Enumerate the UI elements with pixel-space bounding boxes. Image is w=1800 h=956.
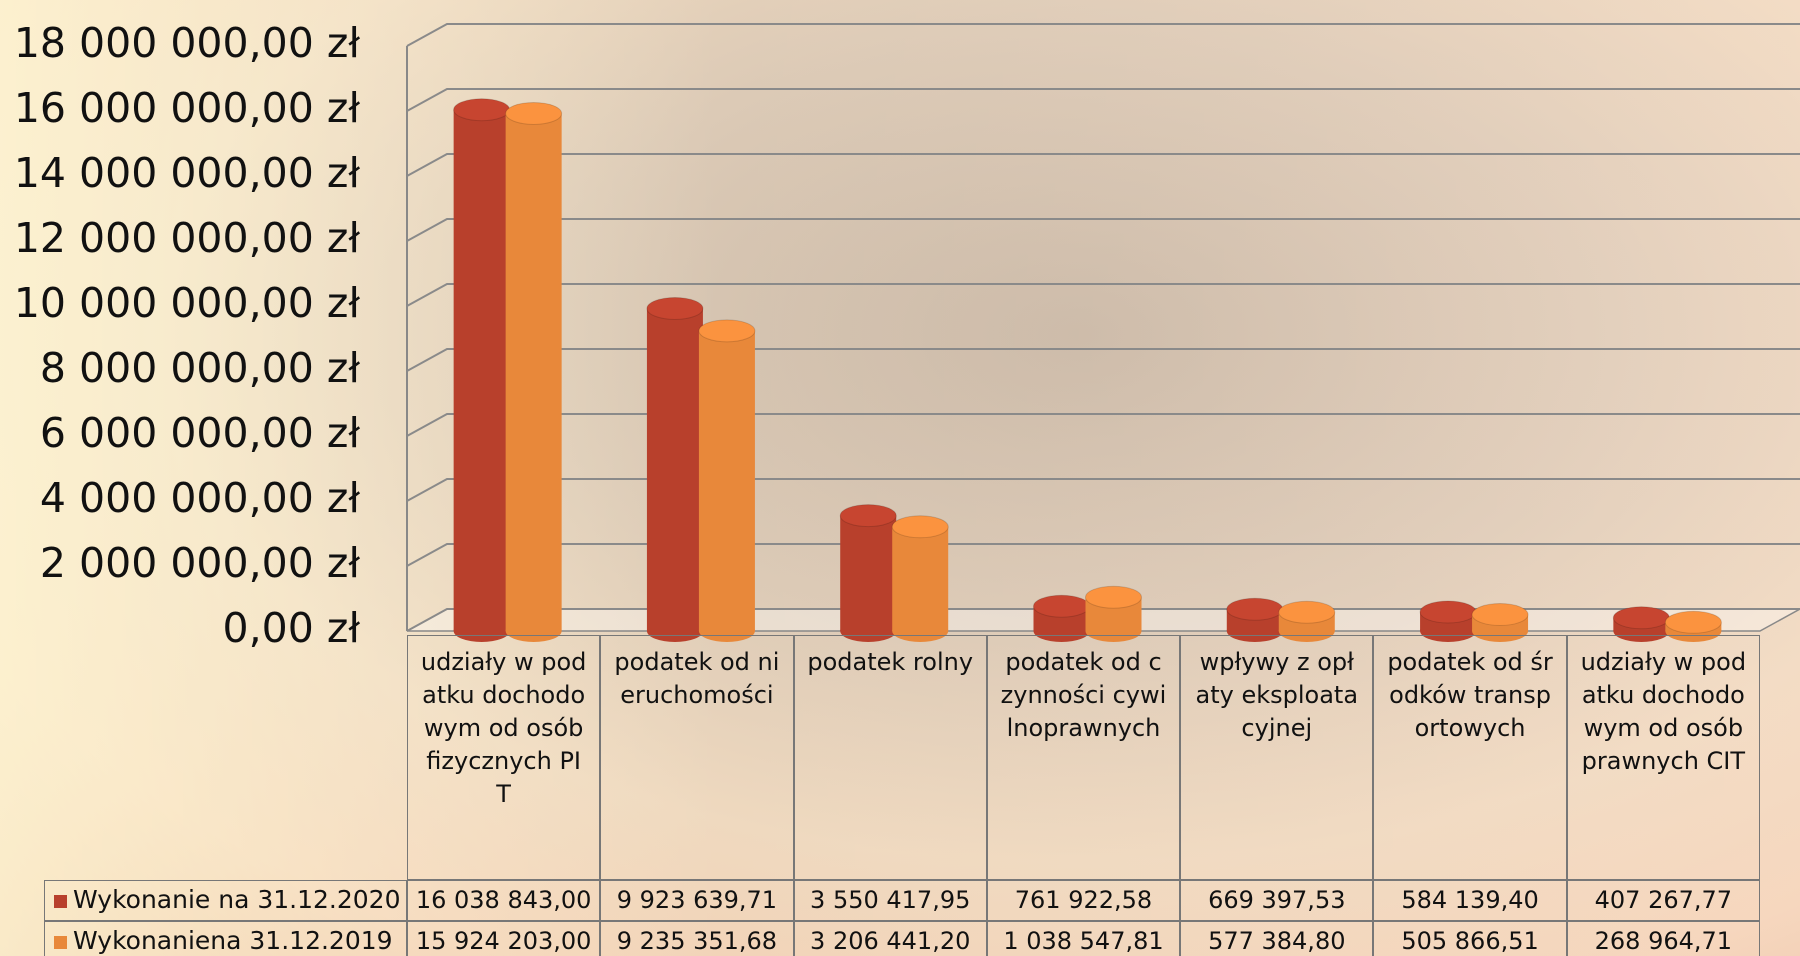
table-value: 505 866,51 [1373,921,1566,956]
table-value: 9 923 639,71 [600,880,793,921]
grid-line [407,284,1800,306]
category-label: wpływy z opłaty eksploatacyjnej [1180,635,1373,880]
bar [647,308,703,631]
table-value: 9 235 351,68 [600,921,793,956]
y-tick-label: 12 000 000,00 zł [14,214,361,262]
y-tick-label: 18 000 000,00 zł [14,19,361,67]
bar-top [454,99,510,121]
bar-top [840,505,896,527]
bar-top [1472,604,1528,626]
grid-line [407,24,1800,46]
table-value: 16 038 843,00 [407,880,600,921]
grid-line [407,89,1800,111]
table-value: 584 139,40 [1373,880,1566,921]
bar-top [647,297,703,319]
bar-top [506,102,562,124]
category-label: podatek od nieruchomości [600,635,793,880]
bar [699,331,755,631]
category-label: podatek od czynności cywilnoprawnych [987,635,1180,880]
bar-top [1279,601,1335,623]
grid-line [407,349,1800,371]
bar-top [892,516,948,538]
category-label: podatek od środków transportowych [1373,635,1566,880]
y-tick-label: 8 000 000,00 zł [40,344,360,392]
table-value: 3 550 417,95 [794,880,987,921]
y-tick-label: 16 000 000,00 zł [14,84,361,132]
legend-key [54,936,67,949]
legend-entry: Wykonanie na 31.12.2020 [44,880,407,921]
bar [454,110,510,631]
bar [840,516,896,631]
bar-top [1086,586,1142,608]
table-value: 761 922,58 [987,880,1180,921]
legend-key [54,895,67,908]
y-tick-label: 10 000 000,00 zł [14,279,361,327]
bar [892,527,948,631]
bar-top [1420,601,1476,623]
bar-top [1613,607,1669,629]
y-tick-label: 14 000 000,00 zł [14,149,361,197]
grid-line [407,219,1800,241]
category-label: podatek rolny [794,635,987,880]
grid-line [407,154,1800,176]
table-value: 577 384,80 [1180,921,1373,956]
category-label: udziały w podatku dochodowym od osób pra… [1567,635,1760,880]
grid-line [407,544,1800,566]
bar-top [1227,598,1283,620]
table-value: 407 267,77 [1567,880,1760,921]
y-tick-label: 6 000 000,00 zł [40,409,360,457]
bar-top [1665,611,1721,633]
grid-line [407,414,1800,436]
bar-top [699,320,755,342]
grid-line [407,479,1800,501]
table-value: 669 397,53 [1180,880,1373,921]
table-value: 268 964,71 [1567,921,1760,956]
category-label: udziały w podatku dochodowym od osób fiz… [407,635,600,880]
y-tick-label: 4 000 000,00 zł [40,474,360,522]
table-value: 1 038 547,81 [987,921,1180,956]
y-tick-label: 2 000 000,00 zł [40,539,360,587]
table-value: 15 924 203,00 [407,921,600,956]
legend-entry: Wykonaniena 31.12.2019 [44,921,407,956]
table-value: 3 206 441,20 [794,921,987,956]
y-tick-label: 0,00 zł [223,604,361,652]
bar [506,113,562,631]
page: 0,00 zł 2 000 000,00 zł 4 000 000,00 zł 6 0… [0,0,1800,956]
bar-top [1034,595,1090,617]
